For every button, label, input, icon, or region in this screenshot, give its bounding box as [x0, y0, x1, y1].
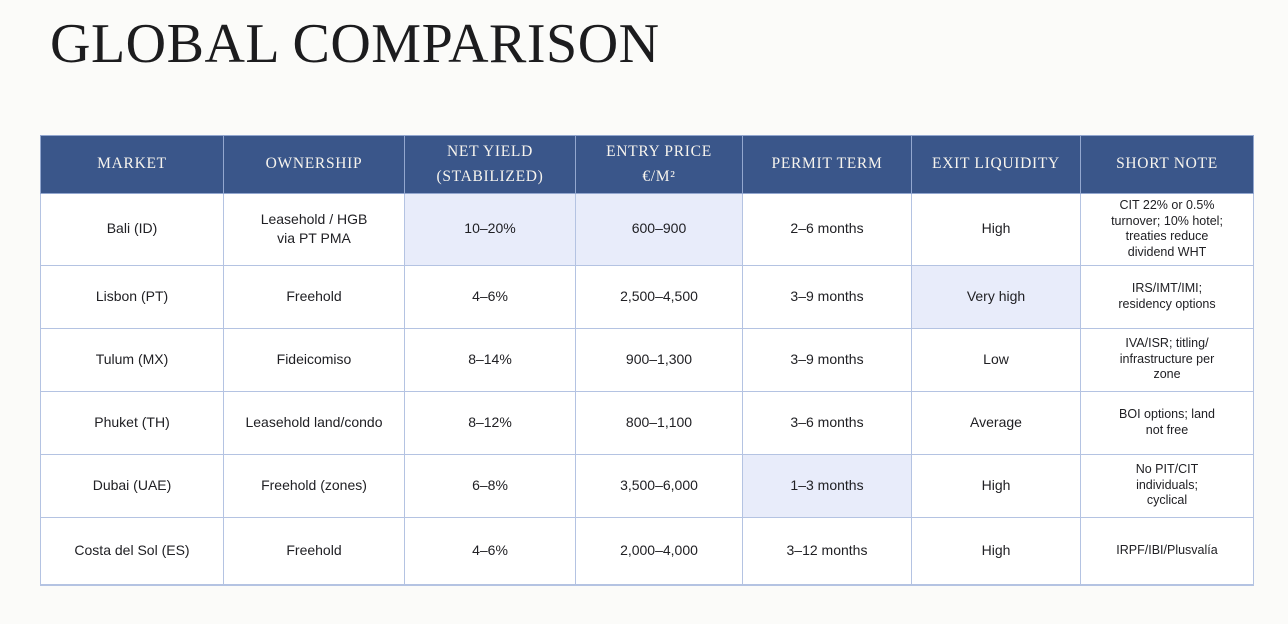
cell-ownership: Freehold: [223, 516, 405, 586]
page-title: GLOBAL COMPARISON: [50, 13, 660, 75]
cell-ownership: Fideicomiso: [223, 327, 405, 392]
cell-short_note: BOI options; land not free: [1080, 390, 1254, 455]
cell-net_yield: 10–20%: [404, 193, 576, 266]
column-header-entry_price: ENTRY PRICE €/M²: [575, 135, 743, 194]
table-row: Tulum (MX) Fideicomiso 8–14% 900–1,300 3–9 m…: [40, 327, 1254, 392]
cell-market: Phuket (TH): [40, 390, 224, 455]
cell-net_yield: 8–14%: [404, 327, 576, 392]
cell-ownership: Freehold (zones): [223, 453, 405, 518]
cell-exit_liquidity: Low: [911, 327, 1081, 392]
table-row: Lisbon (PT) Freehold 4–6% 2,500–4,500 3–9 mo…: [40, 264, 1254, 329]
column-header-market: MARKET: [40, 135, 224, 194]
cell-net_yield: 8–12%: [404, 390, 576, 455]
column-header-short_note: SHORT NOTE: [1080, 135, 1254, 194]
table-row: Dubai (UAE) Freehold (zones) 6–8% 3,500–6,0…: [40, 453, 1254, 518]
table-row: Bali (ID) Leasehold / HGB via PT PMA 10–20…: [40, 193, 1254, 266]
cell-exit_liquidity: High: [911, 193, 1081, 266]
cell-net_yield: 6–8%: [404, 453, 576, 518]
cell-entry_price: 900–1,300: [575, 327, 743, 392]
cell-market: Costa del Sol (ES): [40, 516, 224, 586]
cell-exit_liquidity: Very high: [911, 264, 1081, 329]
cell-ownership: Leasehold / HGB via PT PMA: [223, 193, 405, 266]
cell-permit_term: 1–3 months: [742, 453, 912, 518]
cell-permit_term: 2–6 months: [742, 193, 912, 266]
cell-entry_price: 3,500–6,000: [575, 453, 743, 518]
cell-short_note: No PIT/CIT individuals; cyclical: [1080, 453, 1254, 518]
table-row: Costa del Sol (ES) Freehold 4–6% 2,000–4,00…: [40, 516, 1254, 586]
cell-entry_price: 800–1,100: [575, 390, 743, 455]
table-row: Phuket (TH) Leasehold land/condo 8–12% 800–…: [40, 390, 1254, 455]
column-header-permit_term: PERMIT TERM: [742, 135, 912, 194]
cell-permit_term: 3–12 months: [742, 516, 912, 586]
cell-entry_price: 2,000–4,000: [575, 516, 743, 586]
column-header-net_yield: NET YIELD (STABILIZED): [404, 135, 576, 194]
cell-short_note: IRPF/IBI/Plusvalía: [1080, 516, 1254, 586]
cell-permit_term: 3–9 months: [742, 327, 912, 392]
cell-market: Bali (ID): [40, 193, 224, 266]
column-header-exit_liquidity: EXIT LIQUIDITY: [911, 135, 1081, 194]
cell-exit_liquidity: High: [911, 516, 1081, 586]
cell-net_yield: 4–6%: [404, 264, 576, 329]
cell-permit_term: 3–6 months: [742, 390, 912, 455]
cell-net_yield: 4–6%: [404, 516, 576, 586]
cell-market: Tulum (MX): [40, 327, 224, 392]
cell-ownership: Leasehold land/condo: [223, 390, 405, 455]
column-header-ownership: OWNERSHIP: [223, 135, 405, 194]
comparison-table: MARKET OWNERSHIP NET YIELD (STABILIZED) ENT…: [40, 135, 1254, 586]
cell-permit_term: 3–9 months: [742, 264, 912, 329]
cell-market: Lisbon (PT): [40, 264, 224, 329]
header-row: MARKET OWNERSHIP NET YIELD (STABILIZED) ENT…: [40, 135, 1254, 194]
cell-ownership: Freehold: [223, 264, 405, 329]
cell-short_note: CIT 22% or 0.5% turnover; 10% hotel; tre…: [1080, 193, 1254, 266]
cell-entry_price: 600–900: [575, 193, 743, 266]
cell-short_note: IRS/IMT/IMI; residency options: [1080, 264, 1254, 329]
cell-short_note: IVA/ISR; titling/ infrastructure per zon…: [1080, 327, 1254, 392]
cell-market: Dubai (UAE): [40, 453, 224, 518]
cell-exit_liquidity: High: [911, 453, 1081, 518]
cell-entry_price: 2,500–4,500: [575, 264, 743, 329]
cell-exit_liquidity: Average: [911, 390, 1081, 455]
